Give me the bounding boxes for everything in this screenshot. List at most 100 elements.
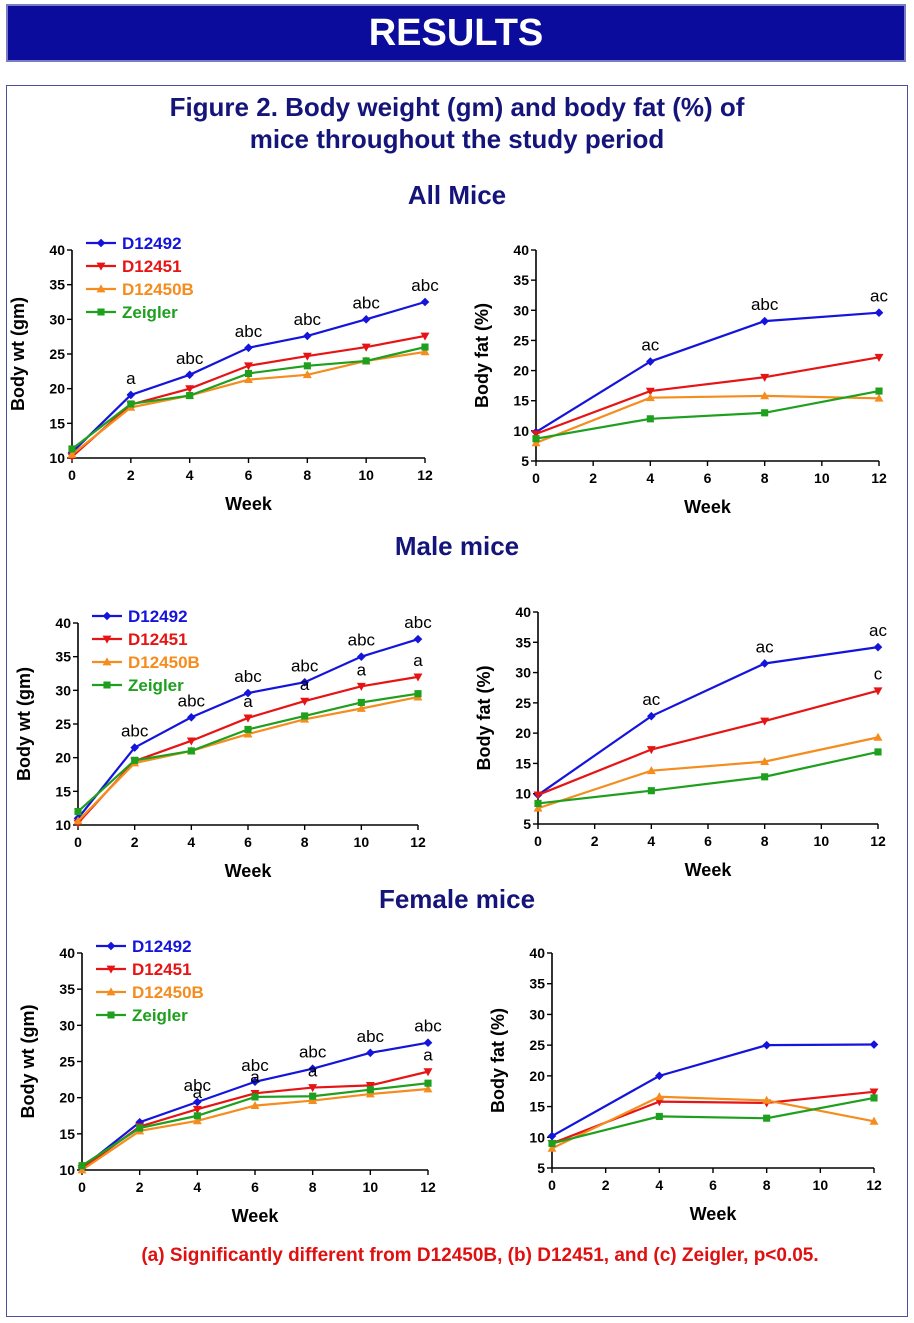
data-point-d12451: [645, 387, 655, 396]
x-tick-label: 0: [548, 1177, 556, 1193]
x-axis-label: Week: [685, 860, 733, 880]
significance-label: ac: [642, 690, 660, 709]
data-point-d12451: [413, 673, 423, 682]
data-point-d12492: [250, 1077, 260, 1087]
x-tick-label: 10: [354, 834, 370, 850]
y-tick-label: 15: [515, 755, 531, 771]
legend-marker: [102, 657, 112, 666]
data-point-d12450b: [192, 1116, 202, 1125]
y-tick-label: 25: [515, 695, 531, 711]
data-point-d12492: [357, 652, 366, 661]
series-line-zeigler: [551, 1096, 875, 1145]
figure-title-line2: mice throughout the study period: [249, 124, 665, 154]
data-point-d12492: [869, 1040, 879, 1049]
x-tick-label: 6: [704, 833, 712, 849]
x-tick-label: 4: [646, 470, 654, 486]
significance-label: a: [423, 1046, 433, 1065]
x-axis-label: Week: [225, 494, 273, 514]
data-point-d12492: [193, 1097, 202, 1107]
data-point-zeigler: [761, 773, 769, 781]
y-tick-label: 40: [529, 945, 545, 961]
data-point-d12492: [185, 370, 194, 380]
data-point-zeigler: [136, 1124, 144, 1132]
significance-label: abc: [414, 1017, 442, 1036]
y-tick-label: 20: [59, 1090, 75, 1106]
data-point-d12451: [365, 1081, 375, 1090]
legend-label-d12450b: D12450B: [128, 653, 200, 672]
data-point-d12451: [356, 682, 366, 691]
data-point-d12492: [126, 390, 136, 400]
significance-label: abc: [121, 722, 149, 741]
data-point-d12450b: [302, 370, 312, 379]
y-tick-label: 20: [529, 1068, 545, 1084]
x-tick-label: 8: [761, 833, 769, 849]
data-point-d12451: [760, 717, 770, 726]
data-point-zeigler: [303, 362, 311, 370]
significance-label: abc: [178, 691, 206, 710]
significance-footnote: (a) Significantly different from D12450B…: [141, 1245, 819, 1266]
data-point-d12492: [762, 1040, 771, 1050]
x-tick-label: 4: [193, 1179, 201, 1195]
legend-label-d12492: D12492: [132, 937, 192, 956]
data-point-zeigler: [414, 690, 422, 698]
data-point-zeigler: [309, 1092, 317, 1100]
data-point-d12492: [655, 1071, 664, 1081]
significance-label: a: [243, 692, 253, 711]
series-line-d12451: [535, 356, 880, 435]
series-line-d12451: [537, 689, 879, 796]
data-point-d12450b: [533, 803, 543, 812]
significance-label: ac: [641, 336, 659, 355]
data-point-d12492: [361, 315, 371, 324]
x-tick-label: 2: [136, 1179, 144, 1195]
y-tick-label: 10: [529, 1129, 545, 1145]
data-point-zeigler: [548, 1139, 556, 1147]
y-tick-label: 25: [513, 332, 529, 348]
legend-marker: [102, 611, 112, 621]
data-point-d12451: [243, 714, 253, 723]
data-point-d12451: [869, 1088, 879, 1097]
data-point-d12492: [874, 308, 884, 318]
data-point-d12492: [423, 1038, 433, 1047]
data-point-d12492: [873, 642, 883, 652]
data-point-d12492: [760, 316, 769, 326]
data-point-d12492: [420, 297, 430, 307]
legend-marker: [103, 681, 111, 689]
y-tick-label: 15: [55, 783, 71, 799]
significance-label: abc: [291, 656, 319, 675]
series-line-zeigler: [535, 389, 880, 440]
data-point-d12451: [244, 362, 253, 371]
data-point-d12451: [300, 697, 310, 706]
data-point-zeigler: [362, 357, 370, 365]
x-tick-label: 6: [245, 467, 253, 483]
y-tick-label: 20: [49, 381, 65, 397]
data-point-zeigler: [186, 392, 194, 400]
figure-title-line1: Figure 2. Body weight (gm) and body fat …: [169, 92, 745, 122]
data-point-d12451: [361, 343, 371, 352]
y-tick-label: 40: [515, 604, 531, 620]
series-line-zeigler: [537, 750, 879, 805]
data-point-d12492: [130, 743, 139, 752]
significance-label: abc: [348, 631, 376, 650]
significance-label: abc: [411, 276, 439, 295]
y-tick-label: 30: [49, 311, 65, 327]
data-point-d12492: [303, 331, 312, 341]
data-point-d12450b: [760, 756, 770, 765]
data-point-d12450b: [420, 347, 430, 356]
x-tick-label: 12: [417, 467, 433, 483]
y-tick-label: 10: [59, 1162, 75, 1178]
data-point-d12451: [302, 352, 312, 361]
x-tick-label: 10: [363, 1179, 379, 1195]
legend-marker: [96, 284, 106, 293]
x-tick-label: 8: [303, 467, 311, 483]
data-point-d12492: [413, 634, 423, 644]
data-point-d12450b: [73, 816, 83, 825]
significance-label: abc: [751, 295, 779, 314]
legend-label-d12451: D12451: [132, 960, 192, 979]
data-point-zeigler: [357, 698, 365, 707]
legend-label-d12492: D12492: [128, 607, 188, 626]
data-point-d12450b: [67, 449, 77, 458]
y-tick-label: 25: [49, 346, 65, 362]
